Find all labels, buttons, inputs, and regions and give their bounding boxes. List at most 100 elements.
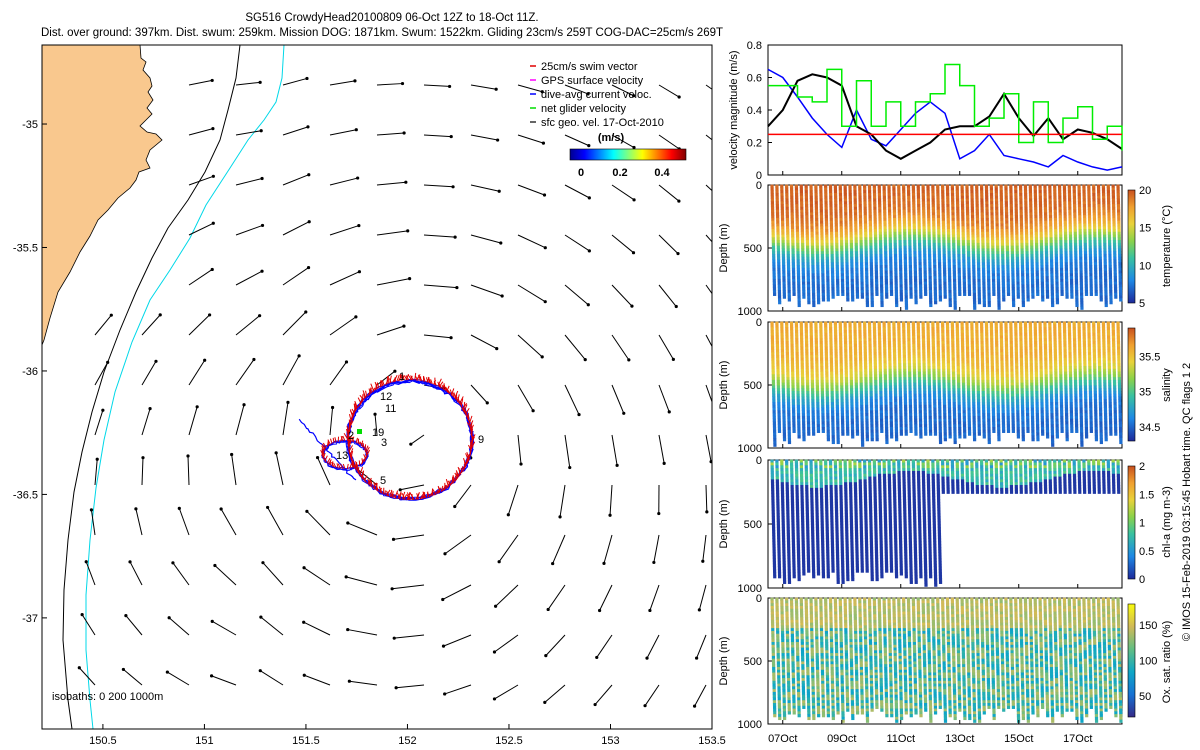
profile-point <box>980 226 985 230</box>
profile-point <box>987 303 991 308</box>
profile-point <box>902 198 906 202</box>
profile-point <box>1038 201 1043 205</box>
profile-point <box>879 245 883 249</box>
profile-point <box>1025 242 1029 247</box>
profile-point <box>922 209 926 213</box>
profile-point <box>942 265 947 269</box>
profile-point <box>989 192 994 197</box>
profile-point <box>785 212 789 216</box>
profile-point <box>830 242 834 247</box>
profile-point <box>1025 240 1029 244</box>
profile-point <box>1112 229 1116 233</box>
profile-point <box>795 368 800 372</box>
profile-point <box>1033 198 1038 202</box>
profile-point <box>849 226 853 230</box>
profile-point <box>1094 284 1098 288</box>
profile-point <box>884 396 888 400</box>
profile-point <box>1043 187 1047 191</box>
profile-point <box>1049 240 1053 244</box>
profile-point <box>860 402 864 406</box>
profile-point <box>1112 217 1116 222</box>
profile-point <box>802 421 806 425</box>
profile-point <box>884 407 888 411</box>
profile-point <box>931 209 936 213</box>
profile-point <box>1083 245 1087 249</box>
map-xtick-label: 153 <box>601 735 619 747</box>
profile-point <box>980 187 984 191</box>
profile-point <box>819 198 823 202</box>
profile-point <box>786 234 790 238</box>
profile-point <box>897 352 902 356</box>
profile-point <box>820 377 824 381</box>
profile-point <box>882 198 887 202</box>
profile-point <box>898 360 902 364</box>
profile-point <box>902 346 906 350</box>
profile-point <box>1059 265 1064 269</box>
profile-point <box>994 201 999 205</box>
profile-point <box>795 215 799 219</box>
profile-point <box>834 363 838 367</box>
profile-point <box>966 237 970 241</box>
profile-point <box>980 201 984 205</box>
profile-point <box>986 256 990 260</box>
quiver-arrow <box>498 534 519 562</box>
profile-point <box>873 234 878 238</box>
profile-point <box>820 259 825 263</box>
profile-point <box>1025 237 1029 241</box>
profile-point <box>794 329 799 334</box>
quiver-arrow <box>188 269 213 286</box>
profile-point <box>821 426 825 431</box>
profile-point <box>956 234 961 238</box>
profile-point <box>791 253 795 258</box>
profile-point <box>1010 242 1014 247</box>
profile-point <box>945 184 950 188</box>
profile-point <box>1107 201 1111 205</box>
profile-point <box>867 184 872 188</box>
profile-point <box>873 220 877 224</box>
profile-point <box>936 206 940 211</box>
profile-point <box>826 281 830 285</box>
swim-vector <box>366 452 368 458</box>
quiver-arrow <box>94 314 112 336</box>
profile-point <box>1020 262 1025 266</box>
quiver-arrow-head <box>109 313 113 317</box>
quiver-arrow-head <box>306 125 310 129</box>
profile-point <box>865 424 869 428</box>
quiver-arrow <box>188 360 206 386</box>
profile-point <box>810 240 814 244</box>
swim-vector <box>425 377 429 383</box>
profile-point <box>882 190 886 194</box>
profile-point <box>771 360 775 364</box>
quiver-arrow <box>470 134 498 141</box>
profile-point <box>868 223 873 227</box>
profile-point <box>894 278 898 283</box>
profile-point <box>816 256 820 260</box>
profile-point <box>811 273 815 277</box>
profile-point <box>826 432 830 436</box>
profile-point <box>872 192 877 197</box>
profile-point <box>824 321 828 325</box>
profile-point <box>790 229 795 233</box>
profile-point <box>1107 217 1111 222</box>
profile-point <box>1097 226 1102 230</box>
profile-point <box>883 352 887 356</box>
profile-point <box>1111 198 1116 202</box>
profile-point <box>898 234 902 238</box>
profile-point <box>911 184 915 188</box>
profile-point <box>782 415 786 420</box>
profile-point <box>1031 295 1035 299</box>
profile-point <box>1054 265 1059 269</box>
profile-point <box>850 292 855 296</box>
profile-point <box>1101 190 1106 194</box>
profile-point <box>855 276 859 280</box>
profile-point <box>870 432 874 436</box>
profile-point <box>1080 301 1084 305</box>
profile-point <box>864 229 868 233</box>
profile-point <box>1113 287 1118 291</box>
profile-point <box>819 335 823 339</box>
swim-vector <box>346 428 349 436</box>
profile-point <box>772 404 776 409</box>
profile-point <box>834 217 838 222</box>
profile-point <box>1054 253 1058 258</box>
profile-point <box>943 284 947 288</box>
